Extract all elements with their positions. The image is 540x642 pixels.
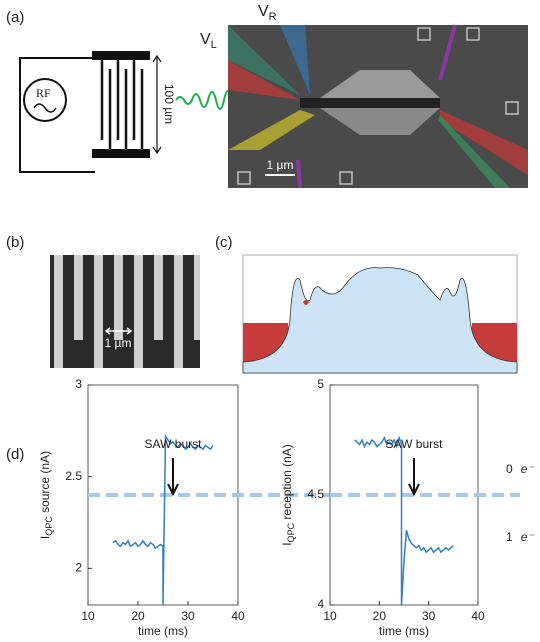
x-axis-label: time (ms): [379, 624, 429, 638]
y-tick-label: 2.5: [65, 469, 82, 483]
gate-sub: R: [269, 11, 277, 23]
state-symbol: e⁻: [521, 530, 536, 544]
gate-main: V: [258, 3, 269, 20]
circuit: [19, 51, 162, 173]
source-label: RF: [36, 86, 51, 100]
scale-label: 1 µm: [267, 158, 294, 172]
sem-image: [228, 24, 528, 189]
y-label-rest: source (nA): [38, 451, 52, 516]
x-tick-label: 30: [422, 609, 436, 623]
x-tick-label: 10: [81, 609, 95, 623]
y-tick-label: 3: [75, 377, 82, 391]
state-label: 1 e⁻: [506, 530, 535, 544]
potential-sketch: [242, 254, 518, 374]
x-tick-label: 40: [471, 609, 485, 623]
gate-sub: L: [211, 39, 217, 51]
y-tick-label: 4.5: [307, 487, 324, 501]
annotation: SAW burst: [145, 437, 203, 451]
gate-label: VL: [200, 31, 217, 51]
y-label-main: I: [38, 536, 52, 539]
data-line: [354, 435, 454, 606]
x-tick-label: 20: [131, 609, 145, 623]
panel-label: (a): [6, 9, 24, 26]
size-label: 100 µm: [162, 84, 176, 124]
state-symbol: e⁻: [521, 462, 536, 476]
gate-label: VR: [258, 3, 277, 23]
state-count: 1: [506, 530, 513, 544]
y-label-sub: QPC: [44, 516, 54, 536]
annotation-arrow: [167, 458, 179, 497]
y-tick-label: 2: [75, 561, 82, 575]
x-tick-label: 40: [231, 609, 245, 623]
y-axis-label: IQPC source (nA): [38, 451, 54, 539]
sem-image: [50, 255, 200, 368]
panel-label: (c): [215, 234, 233, 251]
state-label: 0 e⁻: [506, 462, 535, 476]
annotation-arrow: [408, 458, 420, 497]
annotation: SAW burst: [386, 437, 444, 451]
gate-main: V: [200, 31, 211, 48]
x-axis-label: time (ms): [138, 624, 188, 638]
y-tick-label: 5: [317, 377, 324, 391]
panel-label: (d): [6, 446, 24, 463]
scale-label: 1 µm: [105, 336, 132, 350]
y-label-sub: QPC: [286, 522, 296, 542]
x-tick-label: 30: [181, 609, 195, 623]
panel-label: (b): [6, 234, 24, 251]
state-count: 0: [506, 462, 513, 476]
x-tick-label: 10: [323, 609, 337, 623]
y-label-rest: reception (nA): [280, 444, 294, 523]
y-axis-label: IQPC reception (nA): [280, 444, 296, 546]
x-tick-label: 20: [373, 609, 387, 623]
y-label-main: I: [280, 542, 294, 545]
y-tick-label: 4: [317, 597, 324, 611]
data-line: [112, 433, 214, 606]
